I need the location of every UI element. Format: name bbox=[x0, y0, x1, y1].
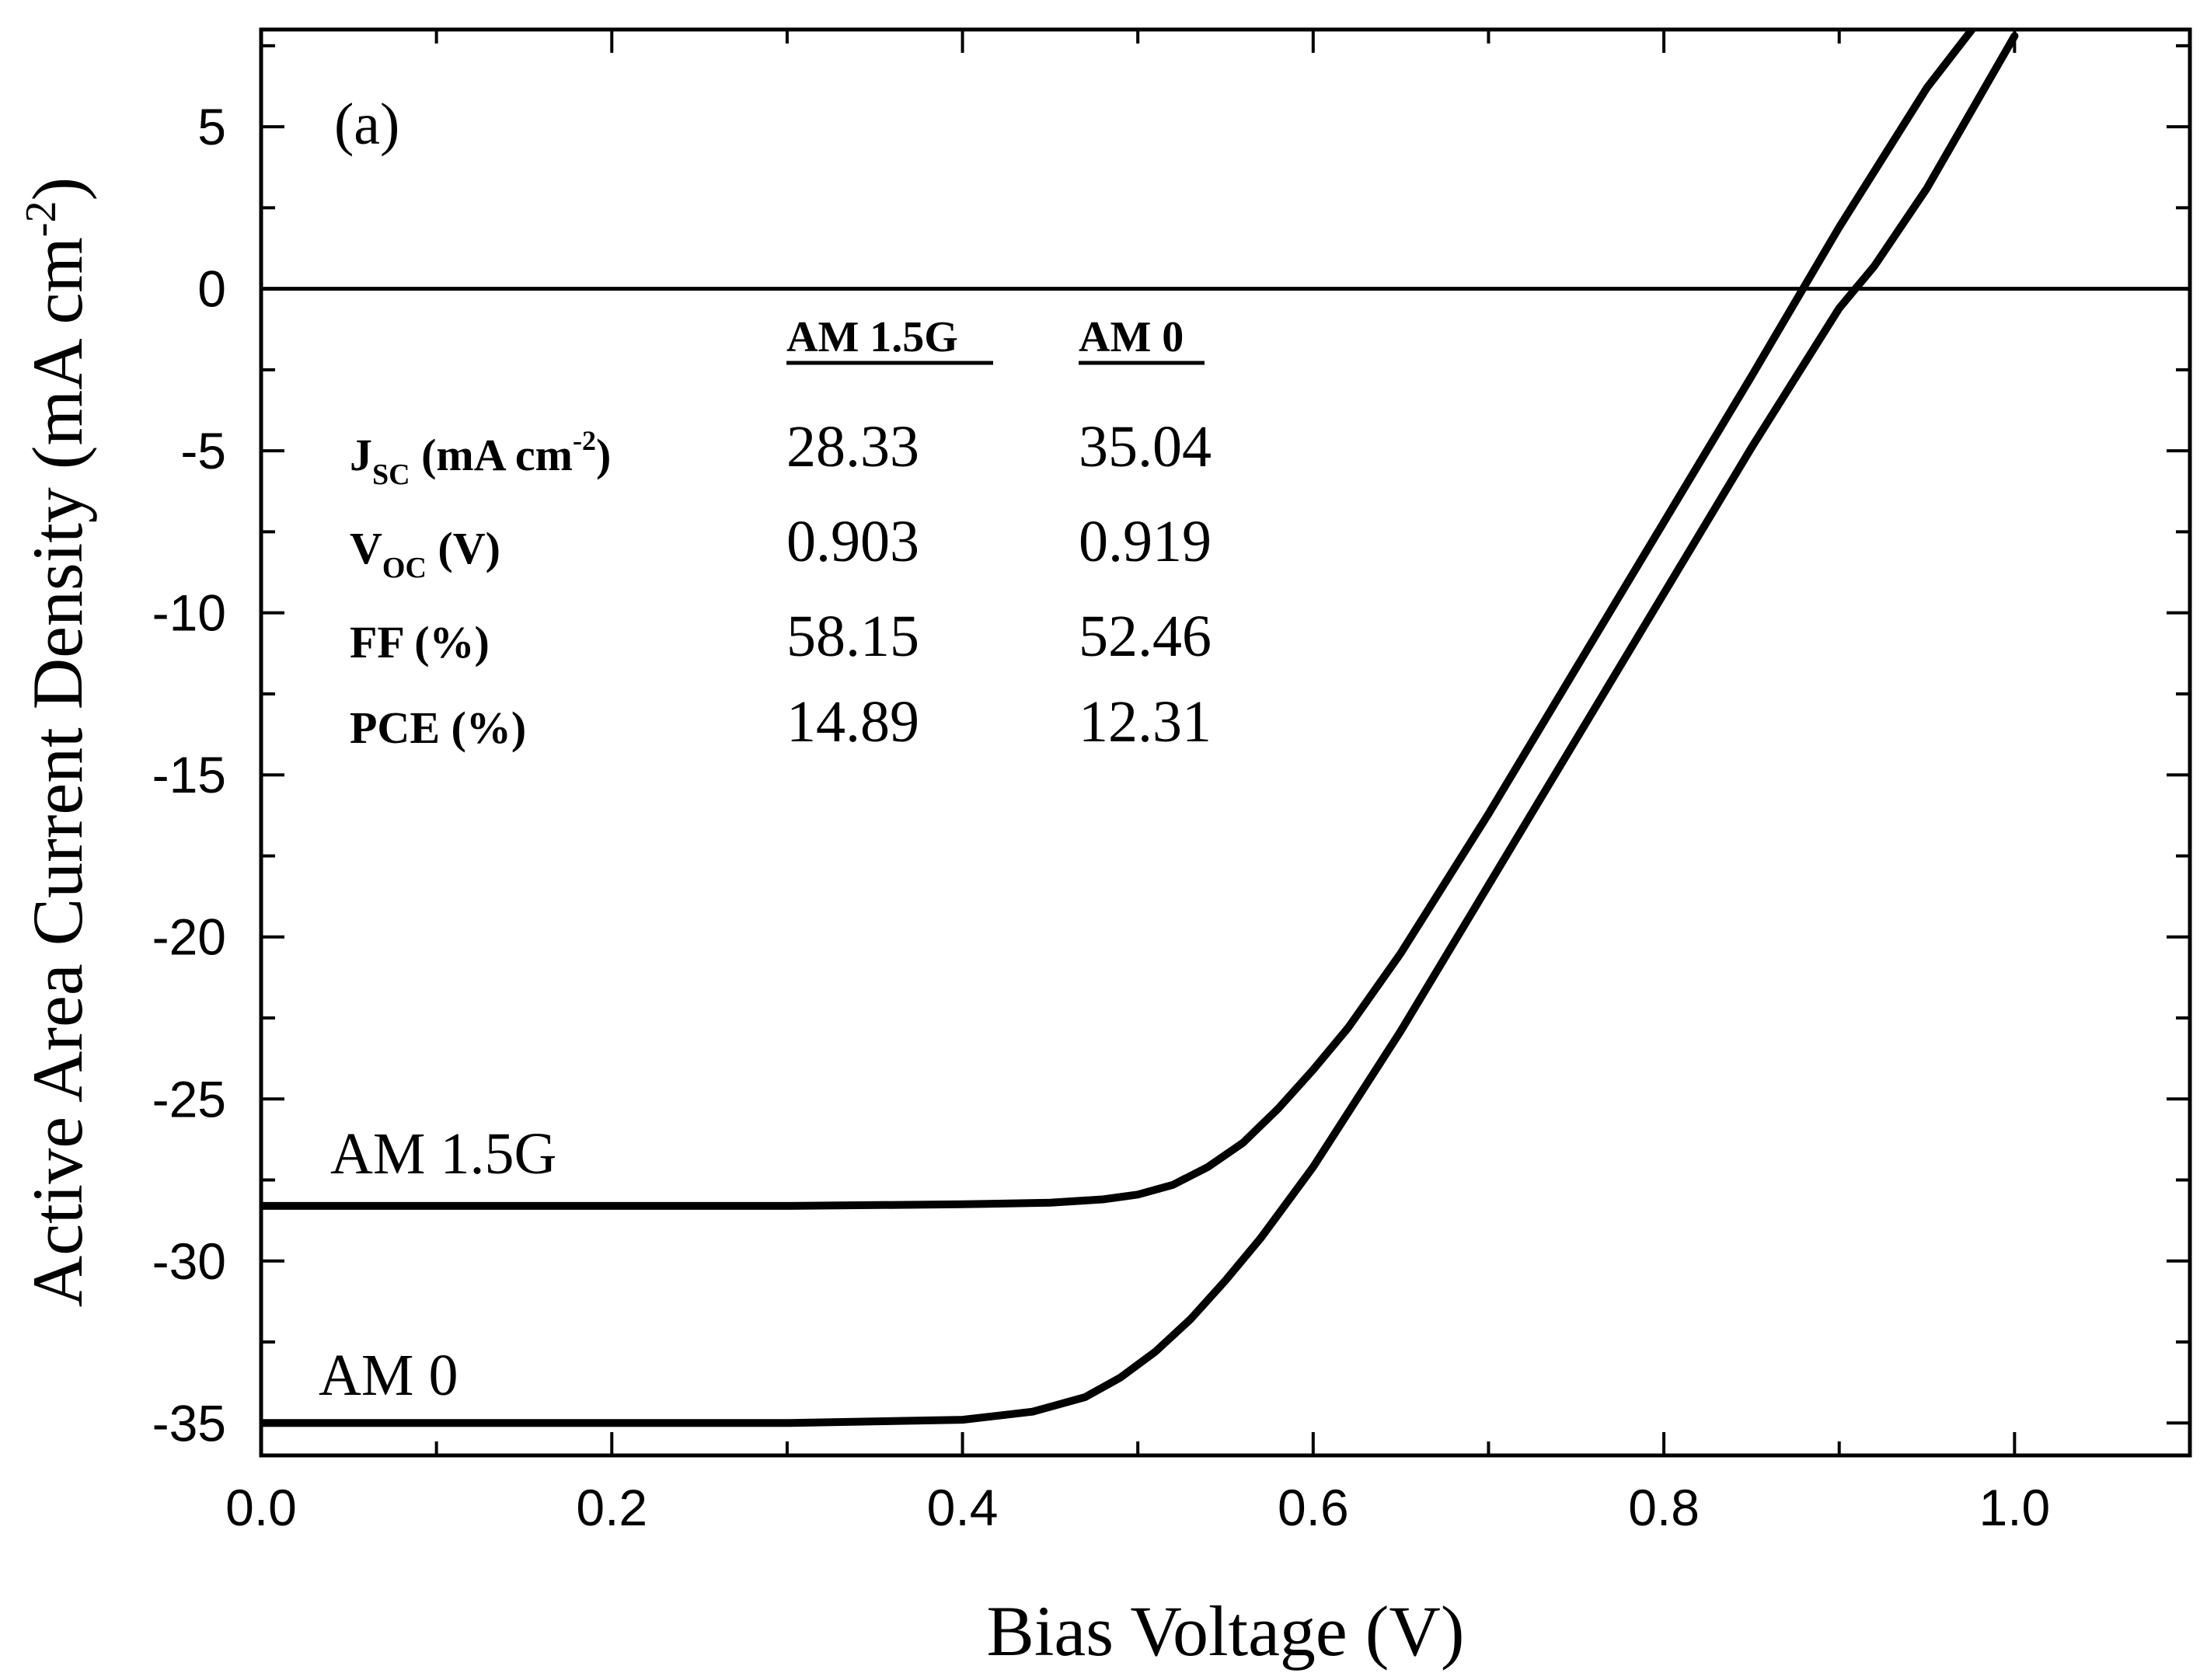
voc-unit: (V) bbox=[427, 523, 500, 573]
x-axis-ticks: 0.0 0.2 0.4 0.6 0.8 1.0 bbox=[225, 30, 2191, 1536]
jsc-unit-close: ) bbox=[596, 430, 611, 480]
voc-symbol: V bbox=[350, 523, 382, 573]
y-tick-label: -20 bbox=[152, 908, 226, 966]
series-label-am0: AM 0 bbox=[319, 1343, 458, 1408]
jsc-unit-superscript: -2 bbox=[573, 425, 596, 456]
y-tick-label: -25 bbox=[152, 1070, 226, 1128]
table-pce-am0: 12.31 bbox=[1079, 689, 1212, 755]
x-tick-label: 0.2 bbox=[576, 1479, 647, 1536]
table-header-am0: AM 0 bbox=[1079, 313, 1184, 361]
y-axis-title-close: ) bbox=[18, 177, 97, 201]
series-group bbox=[261, 30, 2019, 1427]
y-tick-label: 5 bbox=[197, 98, 226, 155]
table-voc-am15g: 0.903 bbox=[786, 509, 919, 574]
table-row-ff-label: FF (%) bbox=[350, 617, 490, 667]
y-axis-title: Active Area Current Density (mA cm-2) bbox=[17, 177, 97, 1307]
panel-label: (a) bbox=[334, 92, 399, 157]
voc-subscript: OC bbox=[382, 552, 427, 584]
table-row-jsc-label: JSC (mA cm-2) bbox=[350, 425, 611, 491]
table-header-am15g: AM 1.5G bbox=[786, 313, 958, 361]
y-axis-ticks: 5 0 -5 -10 -15 -20 -25 -30 -35 bbox=[152, 44, 2190, 1452]
y-tick-label: -30 bbox=[152, 1232, 226, 1290]
y-tick-label: 0 bbox=[197, 260, 226, 318]
table-ff-am0: 52.46 bbox=[1079, 604, 1212, 669]
x-tick-label: 1.0 bbox=[1979, 1479, 2050, 1536]
table-row-voc-label: VOC (V) bbox=[350, 523, 500, 584]
table-jsc-am15g: 28.33 bbox=[786, 414, 919, 479]
table-jsc-am0: 35.04 bbox=[1079, 414, 1212, 479]
x-tick-label: 0.6 bbox=[1278, 1479, 1349, 1536]
y-tick-label: -10 bbox=[152, 584, 226, 642]
series-line-am0 bbox=[261, 32, 2019, 1427]
x-axis-title: Bias Voltage (V) bbox=[987, 1591, 1465, 1671]
y-tick-label: -5 bbox=[180, 422, 226, 479]
x-tick-label: 0.8 bbox=[1628, 1479, 1700, 1536]
jsc-subscript: SC bbox=[372, 458, 410, 491]
series-label-am15g: AM 1.5G bbox=[330, 1121, 556, 1187]
y-axis-title-main: Active Area Current Density (mA cm bbox=[18, 237, 97, 1307]
x-tick-label: 0.4 bbox=[927, 1479, 999, 1536]
table-pce-am15g: 14.89 bbox=[786, 689, 919, 755]
y-axis-title-superscript: -2 bbox=[17, 200, 65, 237]
table-voc-am0: 0.919 bbox=[1079, 509, 1212, 574]
table-row-pce-label: PCE (%) bbox=[350, 702, 526, 753]
y-tick-label: -35 bbox=[152, 1394, 226, 1452]
jsc-unit: (mA cm bbox=[410, 430, 573, 480]
plot-frame bbox=[259, 27, 2192, 1458]
table-ff-am15g: 58.15 bbox=[786, 604, 919, 669]
series-line-am15g bbox=[261, 30, 1977, 1210]
x-tick-label: 0.0 bbox=[225, 1479, 297, 1536]
jsc-symbol: J bbox=[350, 430, 372, 480]
y-tick-label: -15 bbox=[152, 746, 226, 803]
